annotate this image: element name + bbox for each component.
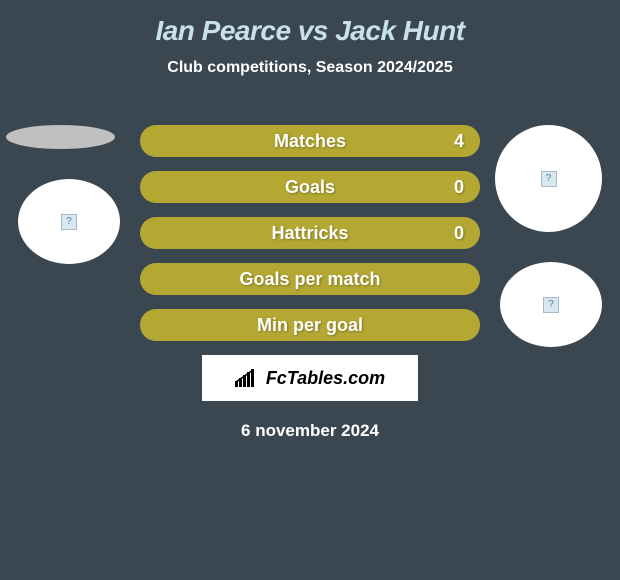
stat-value: 0 [454,223,464,244]
stat-label: Matches [274,131,346,152]
right-decoration: ? ? [495,125,602,347]
page-title: Ian Pearce vs Jack Hunt [155,15,464,47]
player-circle-right-top: ? [495,125,602,232]
player-circle-left: ? [18,179,120,264]
stats-column: Matches 4 Goals 0 Hattricks 0 Goals per … [140,125,480,341]
comparison-area: ? Matches 4 Goals 0 Hattricks 0 Goals pe… [0,125,620,341]
footer-date: 6 november 2024 [241,421,379,441]
stat-label: Goals [285,177,335,198]
stat-label: Goals per match [239,269,380,290]
stat-bar-goals-per-match: Goals per match [140,263,480,295]
stat-bar-hattricks: Hattricks 0 [140,217,480,249]
subtitle: Club competitions, Season 2024/2025 [167,59,452,77]
stat-bar-min-per-goal: Min per goal [140,309,480,341]
stat-label: Min per goal [257,315,363,336]
left-decoration: ? [6,125,120,264]
stat-label: Hattricks [271,223,348,244]
stat-bar-goals: Goals 0 [140,171,480,203]
placeholder-icon: ? [61,214,77,230]
stat-value: 0 [454,177,464,198]
comparison-card: Ian Pearce vs Jack Hunt Club competition… [0,0,620,441]
stat-bar-matches: Matches 4 [140,125,480,157]
ellipse-shadow-left [6,125,115,149]
bar-chart-icon [235,369,261,387]
stat-value: 4 [454,131,464,152]
player-circle-right-bottom: ? [500,262,602,347]
brand-text: FcTables.com [266,368,385,389]
placeholder-icon: ? [543,297,559,313]
placeholder-icon: ? [541,171,557,187]
brand-logo: FcTables.com [202,355,418,401]
